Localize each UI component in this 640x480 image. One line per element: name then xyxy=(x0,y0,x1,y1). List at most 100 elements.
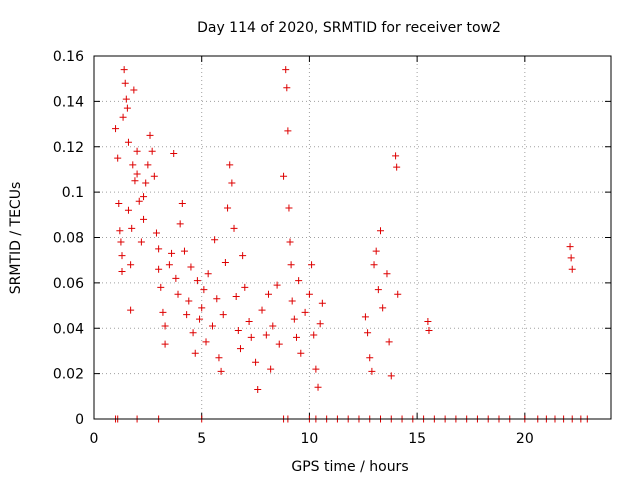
y-axis-title: SRMTID / TECUs xyxy=(8,182,24,295)
data-point xyxy=(118,268,126,276)
data-point xyxy=(316,320,324,328)
x-axis-title: GPS time / hours xyxy=(291,459,408,475)
data-point xyxy=(124,206,132,214)
y-tick-label: 0.1 xyxy=(62,185,84,201)
data-point xyxy=(273,281,281,289)
data-point xyxy=(284,127,292,135)
x-tick-label: 10 xyxy=(301,431,319,447)
data-point xyxy=(292,333,300,341)
data-point xyxy=(269,322,277,330)
data-point xyxy=(191,349,199,357)
data-point xyxy=(393,163,401,171)
data-point xyxy=(117,238,125,246)
data-point xyxy=(161,340,169,348)
data-point xyxy=(394,290,402,298)
data-point xyxy=(150,172,158,180)
y-tick-label: 0.14 xyxy=(53,94,84,110)
data-point xyxy=(144,161,152,169)
x-tick-label: 15 xyxy=(408,431,426,447)
data-point xyxy=(123,104,131,112)
data-point xyxy=(176,220,184,228)
data-point xyxy=(217,367,225,375)
data-point xyxy=(366,354,374,362)
data-point xyxy=(200,286,208,294)
data-point xyxy=(287,261,295,269)
data-point xyxy=(187,263,195,271)
data-point xyxy=(314,383,322,391)
data-point xyxy=(119,113,127,121)
data-point xyxy=(228,179,236,187)
data-point xyxy=(115,199,123,207)
data-point xyxy=(129,161,137,169)
data-point xyxy=(310,331,318,339)
data-point xyxy=(374,286,382,294)
data-point xyxy=(148,147,156,155)
y-tick-labels: 0 0.02 0.04 0.06 0.08 0.1 0.12 0.14 0.16 xyxy=(53,49,84,428)
data-point xyxy=(142,179,150,187)
data-point xyxy=(379,304,387,312)
data-point xyxy=(254,386,262,394)
chart-title: Day 114 of 2020, SRMTID for receiver tow… xyxy=(197,20,501,36)
data-point xyxy=(174,290,182,298)
data-point xyxy=(308,261,316,269)
data-point xyxy=(305,290,313,298)
axis-ticks xyxy=(93,55,611,420)
data-point xyxy=(275,340,283,348)
data-point xyxy=(318,299,326,307)
data-point xyxy=(135,197,143,205)
data-point xyxy=(283,84,291,92)
data-point xyxy=(258,306,266,314)
data-point xyxy=(364,329,372,337)
data-point xyxy=(282,66,290,74)
data-points xyxy=(112,66,591,423)
data-point xyxy=(224,204,232,212)
y-tick-label: 0.04 xyxy=(53,321,84,337)
data-point xyxy=(370,261,378,269)
data-point xyxy=(118,252,126,260)
data-point xyxy=(226,161,234,169)
data-point xyxy=(172,274,180,282)
data-point xyxy=(425,327,433,335)
data-point xyxy=(127,261,135,269)
data-point xyxy=(122,95,130,103)
data-point xyxy=(183,311,191,319)
data-point xyxy=(567,254,575,262)
data-point xyxy=(368,367,376,375)
data-point xyxy=(219,311,227,319)
data-point xyxy=(383,270,391,278)
data-point xyxy=(196,315,204,323)
x-tick-label: 5 xyxy=(197,431,206,447)
data-point xyxy=(168,249,176,257)
data-point xyxy=(361,313,369,321)
data-point xyxy=(252,358,260,366)
data-point xyxy=(140,215,148,223)
data-point xyxy=(392,152,400,160)
data-point xyxy=(128,224,136,232)
data-point xyxy=(202,338,210,346)
data-point xyxy=(213,295,221,303)
data-point xyxy=(178,199,186,207)
data-point xyxy=(239,252,247,260)
data-point xyxy=(152,229,160,237)
data-point xyxy=(133,170,141,178)
y-tick-label: 0 xyxy=(75,412,84,428)
plot-frame xyxy=(93,55,612,420)
data-point xyxy=(288,297,296,305)
data-point xyxy=(221,258,229,266)
grid-lines xyxy=(94,56,611,419)
data-point xyxy=(211,236,219,244)
y-tick-label: 0.08 xyxy=(53,231,84,247)
data-point xyxy=(236,345,244,353)
data-point xyxy=(155,265,163,273)
data-point xyxy=(133,147,141,155)
data-point xyxy=(157,283,165,291)
data-point xyxy=(130,86,138,94)
y-tick-label: 0.06 xyxy=(53,276,84,292)
data-point xyxy=(127,306,135,314)
y-tick-label: 0.02 xyxy=(53,367,84,383)
data-point xyxy=(155,245,163,253)
data-point xyxy=(120,66,128,74)
data-point xyxy=(193,277,201,285)
data-point xyxy=(161,322,169,330)
